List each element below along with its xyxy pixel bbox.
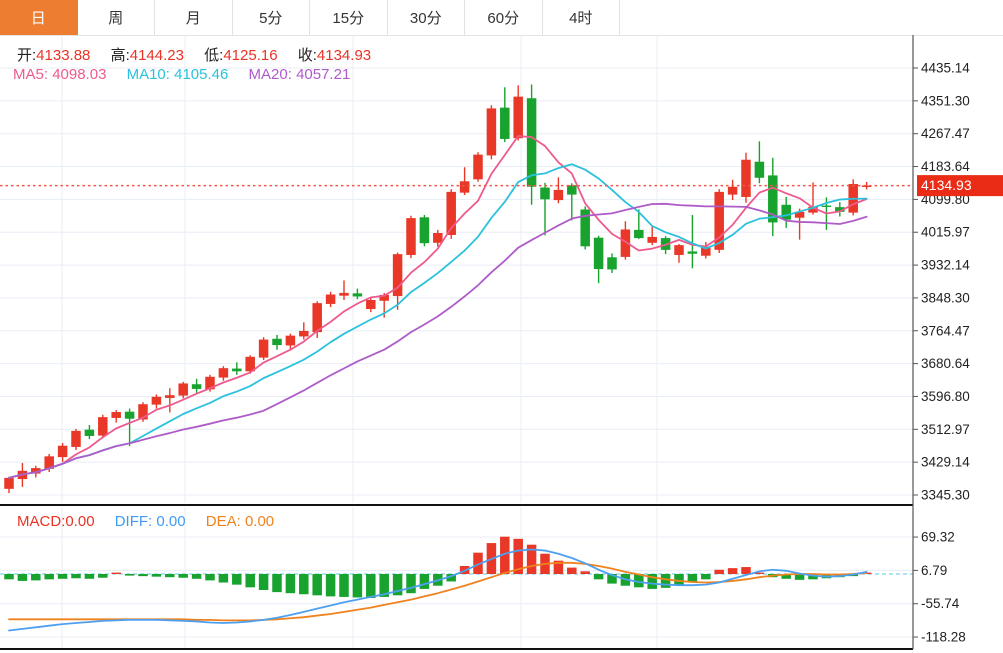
ma10-label: MA10: — [126, 66, 170, 83]
ma5-label: MA5: — [13, 66, 49, 83]
svg-text:4351.30: 4351.30 — [921, 93, 970, 108]
ohlc-readout: 开:4133.88 高:4144.23 低:4125.16 收:4134.93 — [17, 44, 387, 65]
svg-text:4015.97: 4015.97 — [921, 225, 970, 240]
ma20-label: MA20: — [248, 66, 292, 83]
svg-text:3345.30: 3345.30 — [921, 488, 970, 503]
diff-label: DIFF: — [114, 513, 153, 530]
tab-周[interactable]: 周 — [77, 0, 155, 35]
tab-5分[interactable]: 5分 — [232, 0, 310, 35]
svg-text:3429.14: 3429.14 — [921, 455, 970, 470]
tab-15分[interactable]: 15分 — [310, 0, 388, 35]
svg-text:-55.74: -55.74 — [921, 596, 960, 611]
open-value: 4133.88 — [36, 47, 91, 64]
tab-4时[interactable]: 4时 — [542, 0, 620, 35]
svg-text:-118.28: -118.28 — [921, 630, 966, 645]
ma10-value: 4105.46 — [174, 66, 229, 83]
open-label: 开: — [17, 47, 37, 64]
high-value: 4144.23 — [129, 47, 184, 64]
close-value: 4134.93 — [316, 47, 372, 64]
tab-60分[interactable]: 60分 — [465, 0, 543, 35]
svg-text:4183.64: 4183.64 — [921, 159, 970, 174]
ma-readout: MA5: 4098.03 MA10: 4105.46 MA20: 4057.21 — [13, 66, 366, 83]
timeframe-toolbar: 日周月 5分 15分 30分 60分 4时 — [0, 0, 1003, 36]
svg-text:69.32: 69.32 — [921, 530, 955, 545]
diff-value: 0.00 — [156, 513, 186, 530]
high-label: 高: — [110, 47, 130, 64]
tab-月[interactable]: 月 — [155, 0, 233, 35]
macd-readout: MACD:0.00 DIFF: 0.00 DEA: 0.00 — [17, 513, 290, 530]
ma5-value: 4098.03 — [52, 66, 107, 83]
macd-value: 0.00 — [65, 513, 95, 530]
ma20-value: 4057.21 — [296, 66, 351, 83]
dea-value: 0.00 — [244, 513, 275, 530]
low-value: 4125.16 — [223, 47, 278, 64]
tab-日[interactable]: 日 — [0, 0, 78, 35]
svg-text:3932.14: 3932.14 — [921, 258, 970, 273]
current-price-badge — [917, 175, 1003, 197]
svg-text:3848.30: 3848.30 — [921, 290, 970, 305]
svg-text:3764.47: 3764.47 — [921, 323, 970, 338]
low-label: 低: — [204, 47, 224, 64]
dea-label: DEA: — [205, 513, 241, 530]
svg-text:4267.47: 4267.47 — [921, 126, 970, 141]
current-price-value: 4134.93 — [921, 177, 972, 193]
tab-30分[interactable]: 30分 — [387, 0, 465, 35]
svg-text:3596.80: 3596.80 — [921, 389, 970, 404]
macd-label: MACD: — [17, 513, 66, 530]
svg-text:6.79: 6.79 — [921, 563, 947, 578]
svg-text:3512.97: 3512.97 — [921, 422, 970, 437]
svg-text:4435.14: 4435.14 — [921, 61, 970, 76]
close-label: 收: — [297, 47, 317, 64]
svg-text:3680.64: 3680.64 — [921, 356, 970, 371]
